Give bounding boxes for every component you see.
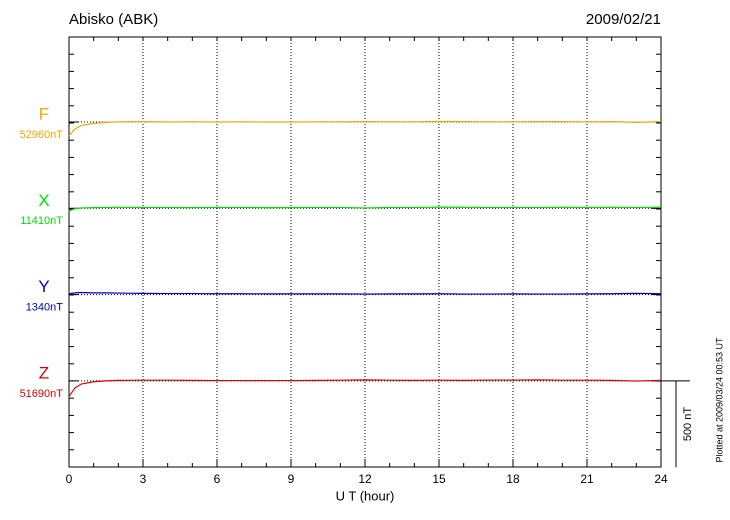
legend-label: F xyxy=(39,104,49,123)
x-tick-label: 3 xyxy=(140,472,147,486)
x-tick-label: 18 xyxy=(506,472,520,486)
plot-frame xyxy=(68,36,662,468)
scale-bar-label: 500 nT xyxy=(682,407,694,442)
x-tick-label: 15 xyxy=(432,472,446,486)
x-axis-label: U T (hour) xyxy=(336,488,395,503)
baseline-label: 11410nT xyxy=(20,215,63,227)
trace xyxy=(68,379,662,397)
trace xyxy=(68,120,662,137)
legend-label: X xyxy=(38,191,49,210)
trace xyxy=(68,206,662,212)
legend-label: Z xyxy=(39,363,49,382)
baseline-label: 1340nT xyxy=(26,302,64,314)
date: 2009/02/21 xyxy=(586,11,661,28)
baseline-label: 51690nT xyxy=(20,388,64,400)
x-tick-label: 21 xyxy=(580,472,594,486)
x-tick-label: 6 xyxy=(214,472,221,486)
trace xyxy=(68,291,662,295)
x-tick-label: 0 xyxy=(66,472,73,486)
plot-note: Plotted at 2009/03/24 00:53 UT xyxy=(714,337,724,463)
baseline-label: 52960nT xyxy=(20,129,64,141)
x-tick-label: 24 xyxy=(654,472,668,486)
legend-label: Y xyxy=(38,277,49,296)
chart-title: Abisko (ABK) xyxy=(69,11,158,28)
x-tick-label: 12 xyxy=(358,472,372,486)
x-tick-label: 9 xyxy=(288,472,295,486)
